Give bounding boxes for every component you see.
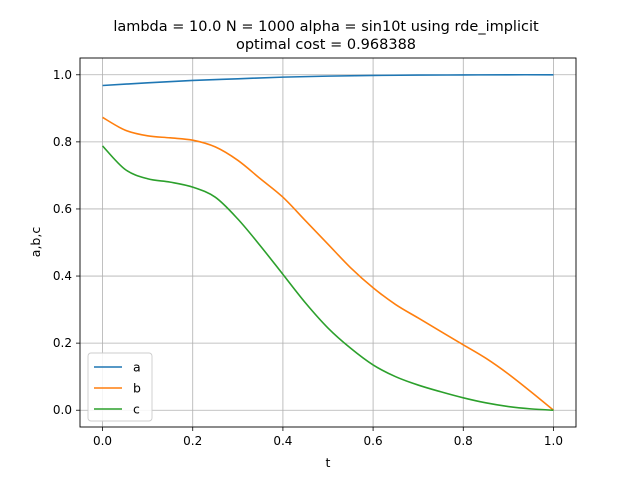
y-tick-label: 1.0	[53, 68, 72, 82]
plot-frame	[79, 57, 577, 428]
x-tick-label: 0.6	[364, 434, 383, 448]
chart-title-line1: lambda = 10.0 N = 1000 alpha = sin10t us…	[113, 19, 539, 35]
legend-label-b: b	[133, 381, 141, 396]
legend-label-c: c	[133, 402, 140, 417]
chart-title-line2: optimal cost = 0.968388	[236, 37, 416, 53]
legend-label-a: a	[133, 360, 141, 375]
y-tick-label: 0.4	[53, 269, 72, 283]
x-tick-label: 0.4	[273, 434, 292, 448]
y-tick-label: 0.0	[53, 403, 72, 417]
series-line-a	[102, 73, 554, 87]
x-tick-label: 0.8	[454, 434, 473, 448]
y-axis-label: a,b,c	[28, 227, 43, 258]
ticks: 0.0 0.2 0.4 0.6 0.8 1.0 0.0 0.2 0.4 0.6 0.8 1.0	[53, 68, 563, 448]
series-line-c	[101, 145, 554, 412]
legend: abc	[87, 352, 153, 422]
legend-box	[87, 352, 153, 422]
x-tick-label: 0.2	[183, 434, 202, 448]
y-tick-label: 0.6	[53, 202, 72, 216]
x-axis-label: t	[326, 455, 331, 470]
x-tick-label: 1.0	[544, 434, 563, 448]
series-line-b	[102, 116, 554, 411]
grid	[80, 58, 576, 427]
y-tick-label: 0.2	[53, 336, 72, 350]
series-lines	[101, 73, 554, 412]
x-tick-label: 0.0	[93, 434, 112, 448]
y-tick-label: 0.8	[53, 135, 72, 149]
